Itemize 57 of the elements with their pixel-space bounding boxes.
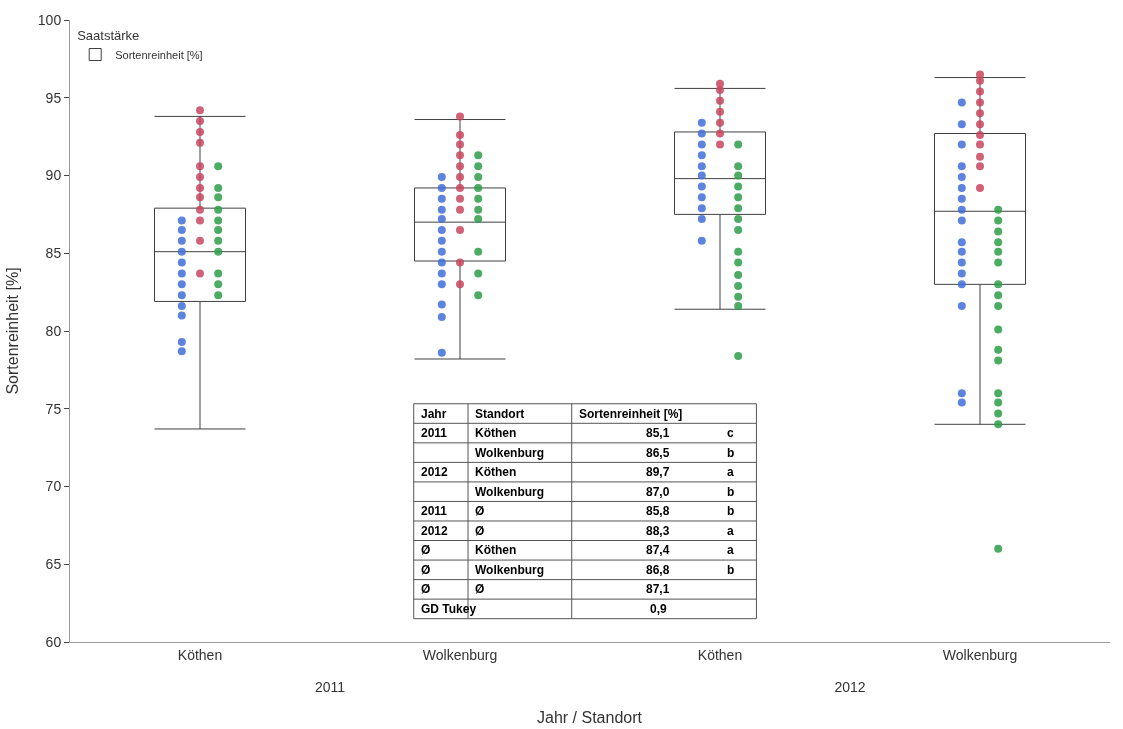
text: 0,9 — [650, 602, 667, 616]
x-tick-label: Köthen — [177, 646, 223, 663]
text: 2011 — [421, 504, 448, 518]
text: 87,4 — [646, 543, 670, 557]
y-axis-title: Sortenreinheit [%] — [579, 407, 683, 421]
text: GD Tukey — [421, 602, 477, 616]
text: c — [727, 426, 734, 440]
text: 85,8 — [646, 504, 670, 518]
text: Ø — [475, 504, 485, 518]
text: Jahr — [421, 407, 447, 421]
y-tick-label: 60 — [45, 633, 62, 650]
text: b — [727, 485, 735, 499]
text: Ø — [421, 582, 431, 596]
text: Wolkenburg — [475, 446, 545, 460]
y-tick-label: 75 — [45, 400, 62, 417]
x-tick-label: Köthen — [697, 646, 743, 663]
legend-label: Sortenreinheit [%] — [115, 48, 203, 61]
text: Köthen — [475, 465, 517, 479]
text: Sortenreinheit [%] — [3, 267, 21, 395]
text: 2012 — [421, 524, 448, 538]
text: a — [727, 465, 734, 479]
text: a — [727, 543, 734, 557]
y-tick-label: 95 — [45, 89, 62, 106]
category-label: Köthen — [475, 543, 517, 557]
text: Köthen — [475, 426, 517, 440]
text: Standort — [475, 407, 525, 421]
text: Ø — [421, 563, 431, 577]
text: Wolkenburg — [475, 485, 545, 499]
legend-title: Saatstärke — [77, 28, 140, 44]
y-tick-label: 100 — [37, 11, 62, 28]
text: 89,7 — [646, 465, 670, 479]
text: b — [727, 504, 735, 518]
x-tick-label: Wolkenburg — [422, 646, 498, 663]
text: 85,1 — [646, 426, 670, 440]
text: a — [727, 524, 734, 538]
y-tick-label: 65 — [45, 556, 62, 573]
category-label: Wolkenburg — [475, 563, 545, 577]
text: b — [727, 563, 735, 577]
text: 87,0 — [646, 485, 670, 499]
text: b — [727, 446, 735, 460]
x-tick-label: Wolkenburg — [942, 646, 1018, 663]
text: 86,8 — [646, 563, 670, 577]
text: Ø — [475, 524, 485, 538]
text: Ø — [475, 582, 485, 596]
text: 2011 — [314, 679, 346, 696]
text: Jahr / Standort — [537, 709, 643, 726]
text: 88,3 — [646, 524, 670, 538]
text: Ø — [421, 543, 431, 557]
text: 86,5 — [646, 446, 670, 460]
x-axis-title: 2011 — [421, 426, 448, 440]
y-tick-label: 80 — [45, 322, 62, 339]
y-tick-label: 70 — [45, 478, 62, 495]
y-tick-label: 85 — [45, 245, 62, 262]
text: 2012 — [421, 465, 448, 479]
y-tick-label: 90 — [45, 167, 62, 184]
text: 87,1 — [646, 582, 670, 596]
x-axis-title: 2012 — [834, 679, 866, 696]
